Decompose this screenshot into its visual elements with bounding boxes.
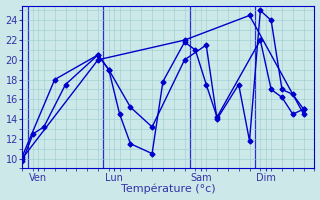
X-axis label: Température (°c): Température (°c) — [121, 184, 216, 194]
